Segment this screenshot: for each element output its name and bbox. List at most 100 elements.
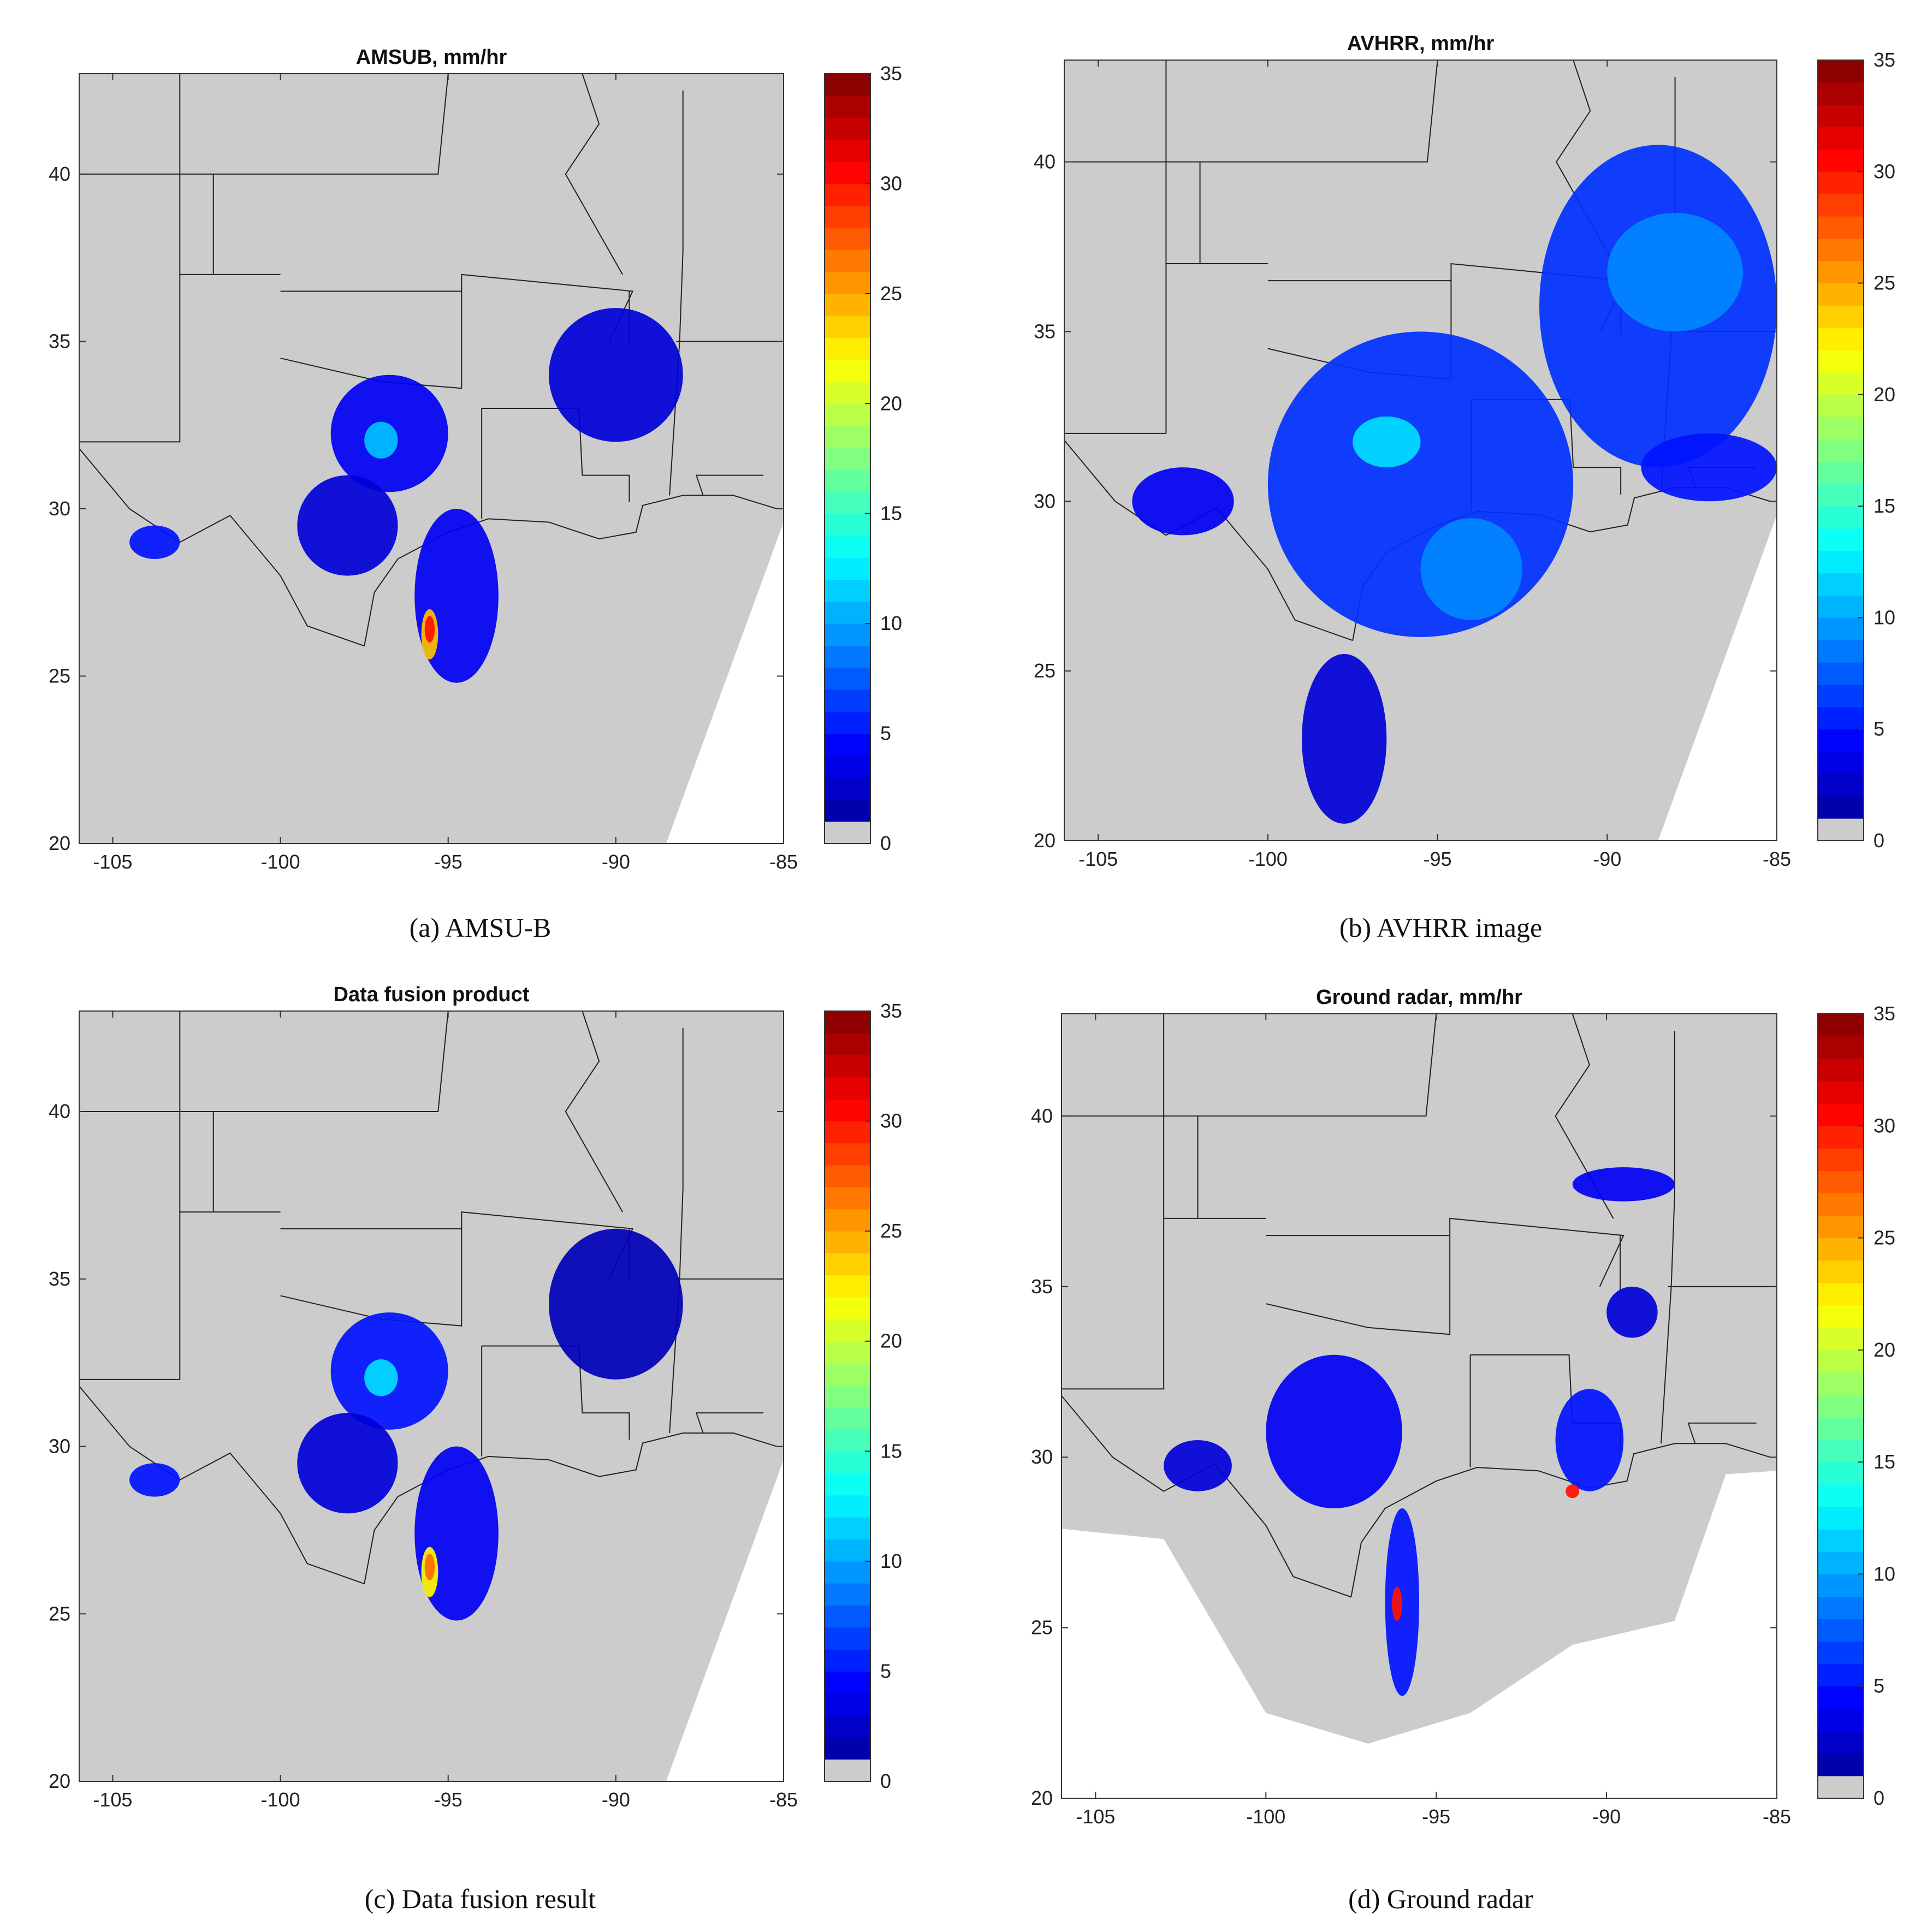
rain-region <box>549 308 683 442</box>
colorbar-segment <box>1818 1507 1864 1530</box>
colorbar-segment <box>825 1671 870 1694</box>
state-boundary <box>212 74 449 275</box>
y-tick-label: 35 <box>49 330 70 352</box>
x-tick-label: -105 <box>1078 848 1118 870</box>
colorbar-segment <box>1818 640 1864 663</box>
colorbar-segment <box>825 513 870 536</box>
y-tick-label: 40 <box>49 163 70 185</box>
colorbar-segment <box>825 271 870 294</box>
x-tick-label: -105 <box>1076 1805 1115 1828</box>
map-layer <box>1064 60 1777 841</box>
colorbar-tick-label: 30 <box>880 172 902 194</box>
colorbar-segment <box>1818 283 1864 306</box>
colorbar-tick-label: 15 <box>880 502 902 525</box>
rain-region <box>1566 1484 1580 1499</box>
colorbar-tick-label: 10 <box>880 1550 902 1572</box>
plot-frame <box>79 73 784 844</box>
colorbar-segment <box>1818 595 1864 618</box>
colorbar-tick-label: 5 <box>1873 718 1884 740</box>
colorbar-segment <box>825 1385 870 1408</box>
y-tick-label: 25 <box>1031 1616 1053 1639</box>
colorbar-frame <box>824 73 871 844</box>
colorbar-tick-label: 15 <box>1873 1451 1895 1473</box>
y-tick-label: 40 <box>49 1100 70 1122</box>
colorbar-segment <box>825 536 870 558</box>
rain-region <box>1392 1586 1402 1621</box>
colorbar-segment <box>825 557 870 580</box>
chart-b: -105 -100 -95 -90 -85 20 25 30 35 40 AVHRR, mm/hr 0… <box>1034 32 1895 870</box>
state-boundary <box>79 1211 281 1380</box>
colorbar-frame <box>1817 60 1864 841</box>
x-tick-label: -85 <box>1763 848 1791 870</box>
state-boundary <box>280 1228 463 1327</box>
colorbar-segment <box>825 403 870 426</box>
colorbar-segment <box>1818 238 1864 261</box>
chart-title: Ground radar, mm/hr <box>1316 986 1522 1009</box>
colorbar-segment <box>825 1011 870 1033</box>
colorbar-segment <box>825 1319 870 1342</box>
colorbar-segment <box>825 1517 870 1540</box>
x-tick-label: -95 <box>434 851 463 873</box>
colorbar-segment <box>1818 216 1864 239</box>
colorbar-segment <box>825 777 870 800</box>
colorbar-segment <box>825 1341 870 1364</box>
colorbar-tick-label: 10 <box>880 612 902 634</box>
y-tick-label: 20 <box>1031 1787 1053 1809</box>
x-tick-label: -90 <box>602 1788 630 1811</box>
rain-region <box>1302 654 1387 824</box>
colorbar-segment <box>1818 1282 1864 1306</box>
colorbar-segment <box>1818 1440 1864 1463</box>
colorbar-segment <box>1818 1305 1864 1328</box>
colorbar-segment <box>825 1297 870 1319</box>
colorbar-segment <box>1818 171 1864 194</box>
rain-region <box>1641 433 1777 502</box>
colorbar-segment <box>825 1121 870 1144</box>
colorbar-segment <box>825 425 870 448</box>
chart-title: AVHRR, mm/hr <box>1347 32 1495 55</box>
state-boundary <box>79 448 365 647</box>
state-boundary <box>364 495 778 646</box>
x-tick-label: -100 <box>261 851 300 873</box>
x-tick-label: -90 <box>602 851 630 873</box>
rain-region <box>1607 212 1743 332</box>
colorbar-segment <box>825 1209 870 1232</box>
rain-region <box>1353 416 1421 468</box>
state-boundary <box>79 1386 365 1584</box>
panel-d: -105 -100 -95 -90 -85 20 25 30 35 40 Ground radar,… <box>960 966 1921 1931</box>
rain-region <box>364 1359 398 1396</box>
colorbar-segment <box>1818 372 1864 395</box>
colorbar-segment <box>1818 751 1864 774</box>
colorbar-tick-label: 35 <box>1873 49 1895 71</box>
x-tick-label: -105 <box>93 1788 132 1811</box>
y-tick-label: 20 <box>49 832 70 854</box>
colorbar-segment <box>1818 1394 1864 1418</box>
colorbar-segment <box>1818 1081 1864 1104</box>
state-boundary <box>212 1011 449 1212</box>
colorbar-segment <box>825 1429 870 1452</box>
rain-region <box>1606 1286 1658 1338</box>
state-boundary <box>669 90 684 496</box>
colorbar-segment <box>1818 685 1864 708</box>
colorbar-tick-label: 0 <box>880 1770 891 1792</box>
colorbar-segment <box>825 228 870 250</box>
y-tick-label: 30 <box>1034 490 1056 512</box>
state-boundary <box>1199 60 1438 264</box>
colorbar-segment <box>825 249 870 272</box>
colorbar-segment <box>825 1275 870 1298</box>
colorbar-segment <box>1818 1036 1864 1059</box>
colorbar-segment <box>825 491 870 514</box>
x-tick-label: -100 <box>1248 848 1288 870</box>
state-boundary <box>1449 1217 1624 1287</box>
state-boundary <box>1555 1014 1614 1219</box>
rain-region <box>1266 1354 1402 1508</box>
colorbar-segment <box>825 316 870 338</box>
panel-c: -105 -100 -95 -90 -85 20 25 30 35 40 Data fusion p… <box>0 966 960 1931</box>
colorbar-segment <box>1818 1686 1864 1709</box>
state-boundary <box>482 408 630 502</box>
colorbar-segment <box>825 1231 870 1253</box>
colorbar-segment <box>825 799 870 822</box>
rain-region <box>1267 331 1574 637</box>
colorbar-tick-label: 35 <box>880 1000 902 1022</box>
colorbar-segment <box>1818 328 1864 350</box>
colorbar-segment <box>825 1759 870 1782</box>
